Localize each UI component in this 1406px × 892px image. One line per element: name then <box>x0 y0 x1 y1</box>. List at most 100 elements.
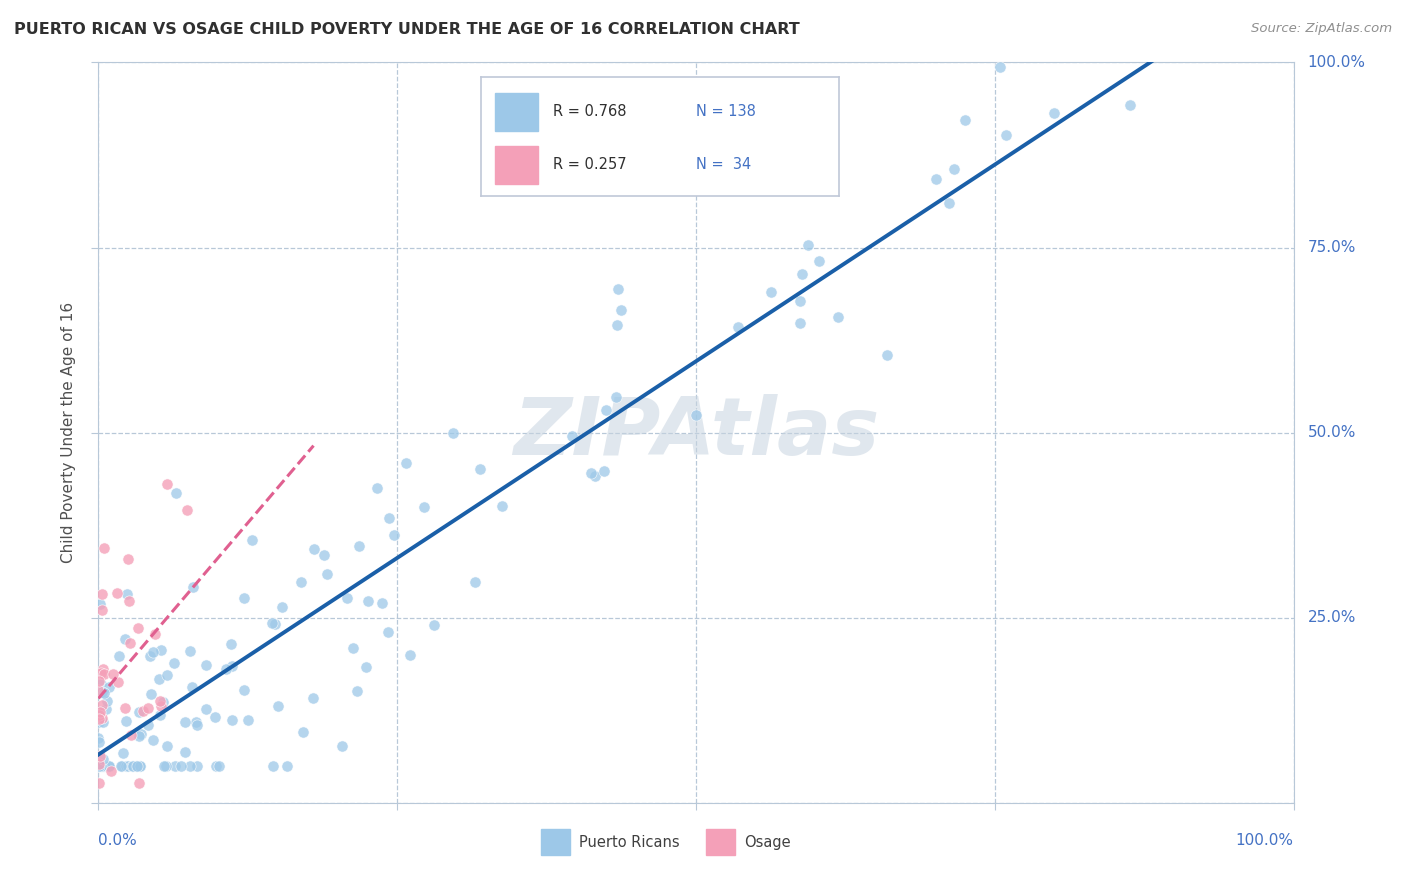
Point <box>125 758 148 772</box>
Bar <box>541 829 571 855</box>
Point <box>609 302 631 317</box>
Point <box>128 776 150 790</box>
Point <box>90 758 112 772</box>
Y-axis label: Child Poverty Under the Age of 16: Child Poverty Under the Age of 16 <box>60 302 76 563</box>
Point <box>122 758 145 772</box>
Point <box>87 682 110 697</box>
Point <box>149 694 172 708</box>
Point <box>87 731 110 745</box>
Point <box>399 648 422 663</box>
Point <box>330 739 353 753</box>
Point <box>148 672 170 686</box>
Point <box>156 668 179 682</box>
Point <box>120 728 142 742</box>
Point <box>270 599 292 614</box>
Point <box>240 533 263 548</box>
Point <box>91 603 114 617</box>
Text: 0.0%: 0.0% <box>98 833 138 848</box>
Point <box>96 694 118 708</box>
Text: Osage: Osage <box>744 835 790 850</box>
Point <box>796 238 818 252</box>
Point <box>87 758 110 772</box>
Point <box>165 758 187 772</box>
Point <box>90 666 112 681</box>
Point <box>112 746 135 760</box>
Point <box>100 764 122 778</box>
Point <box>262 758 284 772</box>
Point <box>114 701 136 715</box>
Point <box>129 758 152 772</box>
Point <box>129 727 152 741</box>
Point <box>162 656 184 670</box>
Point <box>89 597 111 611</box>
Point <box>93 541 115 555</box>
Point <box>208 758 231 772</box>
Point <box>141 733 163 747</box>
Point <box>128 730 150 744</box>
Point <box>304 542 326 557</box>
Point <box>93 758 115 772</box>
Point <box>91 587 114 601</box>
Point <box>180 680 202 694</box>
Point <box>97 758 120 772</box>
Point <box>128 705 150 719</box>
Point <box>790 268 813 282</box>
Point <box>371 596 394 610</box>
Point <box>346 684 368 698</box>
Point <box>139 648 162 663</box>
Text: 50.0%: 50.0% <box>1308 425 1355 440</box>
Point <box>89 757 111 772</box>
Point <box>105 586 128 600</box>
Bar <box>706 829 735 855</box>
Point <box>89 748 111 763</box>
Point <box>107 675 129 690</box>
Point <box>129 758 152 772</box>
Text: Puerto Ricans: Puerto Ricans <box>579 835 679 850</box>
Point <box>165 486 187 500</box>
Point <box>592 464 614 478</box>
Point <box>561 428 583 442</box>
Point <box>114 632 136 646</box>
Point <box>219 637 242 651</box>
Point <box>356 660 378 674</box>
Point <box>179 643 201 657</box>
Point <box>221 713 243 727</box>
Point <box>1043 105 1066 120</box>
Text: 25.0%: 25.0% <box>1308 610 1355 625</box>
Point <box>114 714 136 729</box>
Text: 100.0%: 100.0% <box>1308 55 1365 70</box>
Point <box>221 658 243 673</box>
Point <box>186 718 208 732</box>
Point <box>149 643 172 657</box>
Point <box>91 711 114 725</box>
Point <box>94 702 117 716</box>
Point <box>115 758 138 772</box>
Point <box>184 714 207 729</box>
Point <box>789 293 811 308</box>
Point <box>97 680 120 694</box>
Point <box>117 758 139 772</box>
Text: 75.0%: 75.0% <box>1308 240 1355 255</box>
Point <box>118 636 141 650</box>
Point <box>942 162 965 177</box>
Point <box>685 408 707 422</box>
Point <box>179 758 201 772</box>
Point <box>267 699 290 714</box>
Point <box>953 112 976 127</box>
Point <box>595 402 617 417</box>
Point <box>336 591 359 606</box>
Point <box>93 758 115 772</box>
Point <box>215 662 238 676</box>
Point <box>1118 98 1140 112</box>
Point <box>136 718 159 732</box>
Point <box>232 591 254 605</box>
Point <box>464 574 486 589</box>
Point <box>174 714 197 729</box>
Point <box>89 758 111 772</box>
Point <box>89 715 111 730</box>
Point <box>581 467 603 481</box>
Point <box>236 713 259 727</box>
Point <box>87 706 110 721</box>
Point <box>139 687 162 701</box>
Point <box>342 641 364 656</box>
